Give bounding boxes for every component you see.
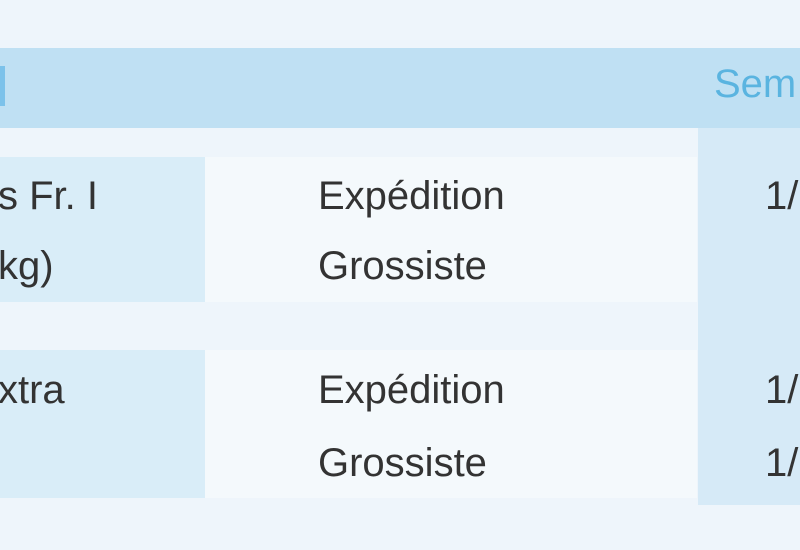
row-type: Grossiste — [318, 244, 487, 288]
row-label-cell — [0, 157, 205, 302]
row-value: 1/ — [765, 174, 799, 218]
row-type: Expédition — [318, 174, 505, 218]
value-column — [698, 128, 800, 505]
header-edge — [0, 66, 5, 106]
header-band — [0, 48, 800, 128]
row-label: kg) — [0, 244, 54, 288]
row-label: s Fr. I — [0, 174, 98, 218]
row-type: Grossiste — [318, 441, 487, 485]
row-type-cell — [205, 157, 697, 302]
header-title: Sem — [714, 62, 797, 106]
row-label: xtra — [0, 368, 65, 412]
row-type-cell — [205, 350, 697, 498]
row-label-cell — [0, 350, 205, 498]
row-value: 1/ — [765, 441, 799, 485]
row-type: Expédition — [318, 368, 505, 412]
row-value: 1/ — [765, 368, 799, 412]
